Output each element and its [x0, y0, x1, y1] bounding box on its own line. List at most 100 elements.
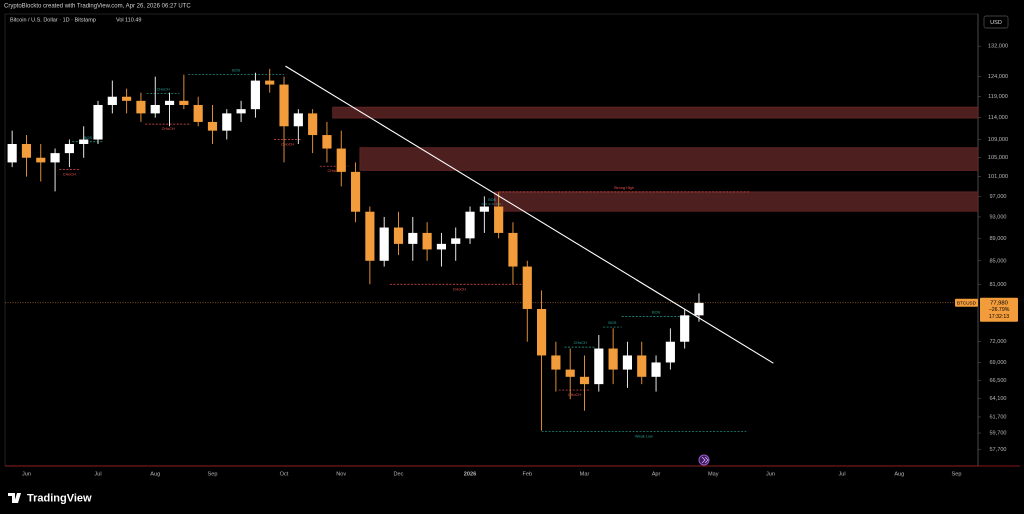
currency-box[interactable] — [983, 15, 1009, 29]
candle-body — [93, 104, 103, 140]
y-tick-label: 72,000 — [989, 339, 1006, 345]
candle-body — [7, 144, 17, 163]
y-tick-label: 69,000 — [989, 360, 1006, 366]
candle-body — [422, 232, 432, 250]
price-tag-value: 77,980 — [990, 300, 1008, 306]
structure-label: BOS — [488, 198, 496, 202]
candle-body — [565, 369, 575, 377]
volume-label: Vol — [116, 17, 124, 23]
candle-body — [408, 232, 418, 244]
structure-label: Strong High — [614, 186, 634, 190]
candle-body — [350, 171, 361, 212]
structure-label: CHoCH — [574, 341, 587, 345]
candle-body — [551, 355, 561, 370]
trendline — [285, 65, 774, 364]
candle-body — [622, 355, 633, 370]
y-tick-label: 59,700 — [989, 431, 1006, 437]
y-tick-label: 97,000 — [989, 194, 1006, 200]
y-tick-label: 89,000 — [989, 236, 1006, 242]
candle-body — [193, 104, 203, 122]
x-tick-label: Jun — [22, 471, 31, 477]
x-tick-label: Sep — [952, 471, 962, 477]
x-tick-label: Jul — [838, 471, 845, 477]
price-tag — [980, 297, 1018, 322]
candle-body — [479, 206, 489, 212]
price-tag-countdown: 17:32:13 — [989, 314, 1009, 320]
candle-body — [537, 308, 547, 356]
x-tick-label: Oct — [280, 471, 289, 477]
candle-body — [393, 227, 404, 244]
structure-label: CHoCH — [453, 287, 466, 291]
y-tick-label: 105,000 — [988, 155, 1008, 161]
candle-body — [279, 84, 289, 127]
structure-label: CHoCH — [157, 87, 170, 91]
y-tick-label: 101,000 — [988, 174, 1008, 180]
structure-label: CHoCH — [162, 127, 175, 131]
y-tick-label: 64,100 — [989, 396, 1006, 402]
y-tick-label: 93,000 — [989, 214, 1006, 220]
footer — [0, 482, 1024, 514]
candle-body — [79, 139, 89, 145]
candle-body — [465, 211, 475, 239]
x-tick-label: Aug — [150, 471, 160, 477]
x-tick-label: Jul — [94, 471, 101, 477]
candle-body — [451, 238, 461, 244]
candle-body — [494, 206, 504, 233]
structure-label: CHoCH — [63, 172, 76, 176]
logo-mark — [8, 493, 21, 503]
x-tick-label: Sep — [208, 471, 218, 477]
candle-body — [308, 113, 318, 136]
candle-body — [150, 104, 160, 114]
candle-body — [322, 135, 332, 149]
symbol-title: Bitcoin / U.S. Dollar · 1D · Bitstamp — [10, 17, 96, 23]
logo-text[interactable]: TradingView — [27, 492, 92, 504]
symbol-tag-text: BTCUSD — [957, 300, 977, 305]
y-tick-label: 119,000 — [988, 94, 1008, 100]
candle-body — [21, 144, 32, 158]
y-tick-label: 132,000 — [988, 44, 1008, 50]
x-tick-label: Nov — [336, 471, 346, 477]
candle-body — [136, 100, 146, 114]
x-tick-label: Jun — [766, 471, 775, 477]
x-tick-label: 2026 — [464, 471, 476, 477]
candle-body — [694, 302, 704, 316]
candle-body — [522, 266, 532, 309]
supply-zone — [332, 106, 979, 119]
structure-label: BOS — [652, 311, 660, 315]
structure-label: BOS — [608, 321, 616, 325]
candle-body — [222, 113, 232, 131]
candle-body — [207, 121, 218, 131]
x-tick-label: Dec — [394, 471, 404, 477]
y-tick-label: 85,000 — [989, 258, 1006, 264]
candle-body — [36, 157, 46, 163]
structure-label: Weak Low — [635, 434, 653, 438]
x-tick-label: Aug — [894, 471, 904, 477]
event-icon[interactable] — [698, 454, 710, 466]
candle-body — [164, 100, 175, 105]
supply-zone — [359, 147, 979, 171]
candle-body — [436, 243, 446, 250]
candle-body — [608, 348, 618, 370]
structure-label: CHoCH — [568, 393, 581, 397]
y-tick-label: 57,700 — [989, 447, 1006, 453]
candle-body — [250, 80, 260, 110]
candle-body — [236, 109, 246, 114]
x-tick-label: Apr — [652, 471, 661, 477]
header-credit: CryptoBlockto created with TradingView.c… — [4, 4, 191, 10]
candle-body — [365, 211, 375, 261]
x-tick-label: Feb — [522, 471, 532, 477]
candle-body — [651, 362, 661, 377]
y-tick-label: 109,000 — [988, 137, 1008, 143]
price-tag-change: −26.79% — [989, 307, 1010, 313]
x-tick-label: May — [708, 471, 719, 477]
structure-label: CHoCH — [281, 143, 294, 147]
y-tick-label: 81,000 — [989, 282, 1006, 288]
volume-value: 110.49 — [125, 17, 141, 23]
candle-body — [637, 355, 647, 377]
structure-label: BOS — [232, 69, 240, 73]
candle-body — [665, 341, 675, 363]
candle-body — [579, 376, 590, 385]
structure-label: BOS — [84, 136, 92, 140]
y-tick-label: 66,500 — [989, 378, 1006, 384]
